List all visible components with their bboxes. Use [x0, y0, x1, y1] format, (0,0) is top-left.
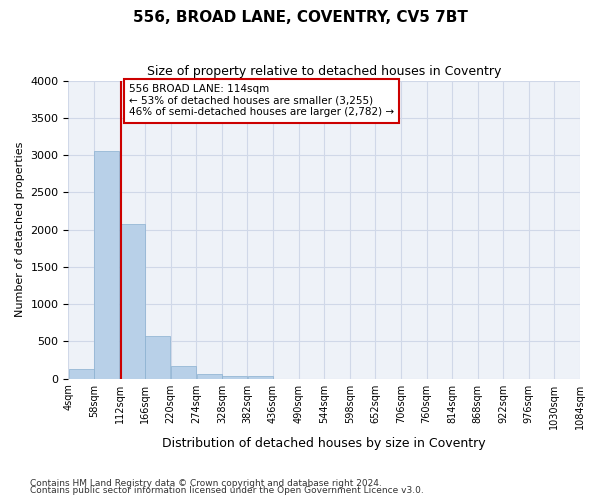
Bar — [171, 366, 196, 378]
Bar — [120, 224, 145, 378]
Bar — [197, 374, 221, 378]
Text: Contains public sector information licensed under the Open Government Licence v3: Contains public sector information licen… — [30, 486, 424, 495]
Bar — [145, 336, 170, 378]
Bar — [68, 369, 94, 378]
X-axis label: Distribution of detached houses by size in Coventry: Distribution of detached houses by size … — [163, 437, 486, 450]
Y-axis label: Number of detached properties: Number of detached properties — [15, 142, 25, 317]
Text: 556 BROAD LANE: 114sqm
← 53% of detached houses are smaller (3,255)
46% of semi-: 556 BROAD LANE: 114sqm ← 53% of detached… — [129, 84, 394, 117]
Title: Size of property relative to detached houses in Coventry: Size of property relative to detached ho… — [147, 65, 502, 78]
Bar — [94, 152, 119, 378]
Text: 556, BROAD LANE, COVENTRY, CV5 7BT: 556, BROAD LANE, COVENTRY, CV5 7BT — [133, 10, 467, 25]
Text: Contains HM Land Registry data © Crown copyright and database right 2024.: Contains HM Land Registry data © Crown c… — [30, 478, 382, 488]
Bar — [248, 376, 273, 378]
Bar — [222, 376, 247, 378]
